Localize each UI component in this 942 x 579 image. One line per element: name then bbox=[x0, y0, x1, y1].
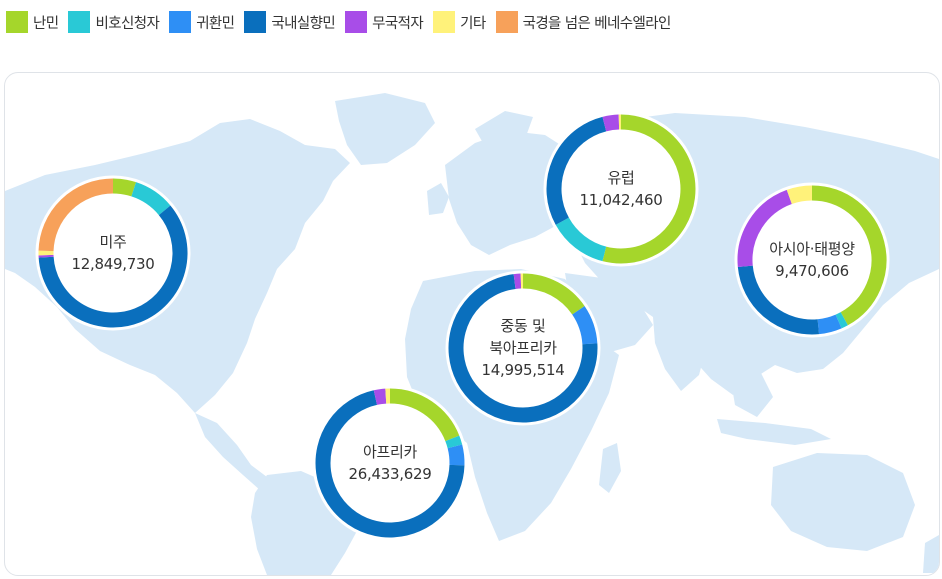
legend-swatch-venezuelan bbox=[495, 11, 518, 33]
donut-segment-americas-asylum bbox=[131, 182, 171, 216]
legend-swatch-refugee bbox=[6, 11, 28, 33]
donut-background bbox=[312, 385, 468, 541]
world-map-panel: 미주 12,849,730 유럽 11,042,460 아시아·태평양 9,470,606… bbox=[4, 72, 940, 576]
legend-item-other: 기타 bbox=[433, 11, 486, 33]
legend-swatch-returnee bbox=[169, 11, 192, 33]
legend-label-asylum: 비호신청자 bbox=[95, 15, 160, 32]
donut-africa bbox=[312, 385, 468, 541]
donut-segment-africa-stateless bbox=[373, 388, 387, 405]
donut-segment-americas-idp bbox=[38, 205, 188, 328]
donut-background bbox=[734, 182, 890, 338]
donut-background bbox=[543, 111, 699, 267]
legend-label-returnee: 귀환민 bbox=[196, 15, 235, 32]
donut-segment-asia-pacific-returnee bbox=[817, 314, 842, 335]
legend-item-venezuelan: 국경을 넘은 베네수엘라인 bbox=[495, 11, 672, 33]
donut-segment-africa-asylum bbox=[445, 435, 463, 449]
donut-europe bbox=[543, 111, 699, 267]
donut-segment-africa-idp bbox=[315, 390, 465, 538]
legend-item-returnee: 귀환민 bbox=[169, 11, 235, 33]
legend-label-venezuelan: 국경을 넘은 베네수엘라인 bbox=[522, 15, 672, 32]
legend-item-idp: 국내실향민 bbox=[244, 11, 336, 33]
legend-label-refugee: 난민 bbox=[33, 15, 59, 32]
legend-swatch-stateless bbox=[345, 11, 368, 33]
donut-segment-europe-refugee bbox=[602, 114, 696, 264]
donut-segment-asia-pacific-refugee bbox=[811, 185, 887, 326]
donut-segment-asia-pacific-idp bbox=[737, 265, 820, 335]
donut-segment-americas-venezuelan bbox=[38, 178, 114, 252]
donut-background bbox=[445, 270, 601, 426]
donut-segment-mena-idp bbox=[448, 274, 598, 423]
legend-item-asylum: 비호신청자 bbox=[68, 11, 160, 33]
donut-segment-mena-stateless bbox=[513, 273, 522, 289]
chart-legend: 난민 비호신청자 귀환민 국내실향민 무국적자 기타 국경을 넘은 베네수엘라인 bbox=[6, 6, 942, 38]
legend-swatch-asylum bbox=[68, 11, 91, 33]
donut-segment-asia-pacific-asylum bbox=[835, 312, 848, 329]
donut-segment-europe-asylum bbox=[555, 217, 607, 262]
donut-background bbox=[35, 175, 191, 331]
donut-segment-africa-refugee bbox=[389, 388, 460, 442]
legend-label-stateless: 무국적자 bbox=[372, 15, 424, 32]
donut-americas bbox=[35, 175, 191, 331]
donut-asia-pacific bbox=[734, 182, 890, 338]
donut-segment-mena-refugee bbox=[522, 273, 585, 315]
donut-segment-africa-returnee bbox=[447, 444, 465, 466]
donut-segment-asia-pacific-other bbox=[786, 185, 813, 205]
donut-segment-asia-pacific-stateless bbox=[737, 189, 793, 268]
legend-item-stateless: 무국적자 bbox=[345, 11, 424, 33]
donut-segment-americas-refugee bbox=[112, 178, 137, 197]
legend-label-idp: 국내실향민 bbox=[271, 15, 336, 32]
legend-label-other: 기타 bbox=[460, 15, 486, 32]
legend-swatch-other bbox=[433, 11, 456, 33]
donut-segment-mena-returnee bbox=[572, 306, 598, 345]
donut-mena bbox=[445, 270, 601, 426]
donut-segment-europe-idp bbox=[546, 116, 607, 225]
legend-item-refugee: 난민 bbox=[6, 11, 59, 33]
donut-segment-europe-stateless bbox=[602, 114, 620, 132]
legend-swatch-idp bbox=[244, 11, 267, 33]
